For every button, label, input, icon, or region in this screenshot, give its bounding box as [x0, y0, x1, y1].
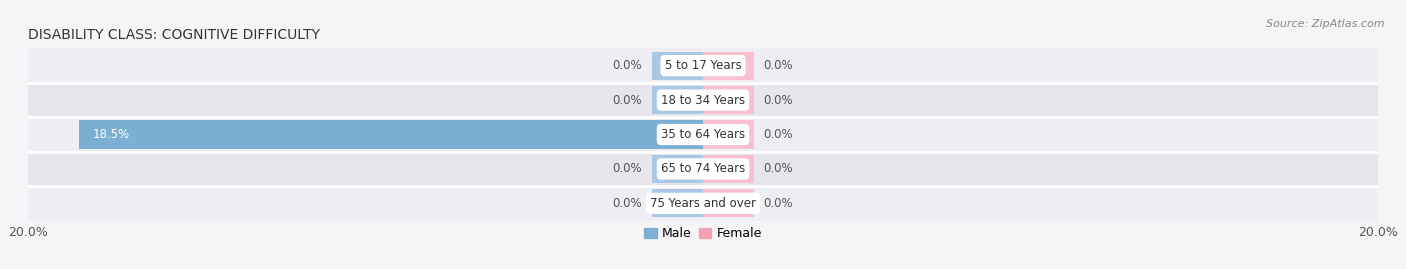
- Text: 18 to 34 Years: 18 to 34 Years: [661, 94, 745, 107]
- Bar: [652, 86, 703, 114]
- Bar: [703, 86, 754, 114]
- Text: 0.0%: 0.0%: [613, 59, 643, 72]
- Bar: [28, 83, 1378, 117]
- Bar: [652, 155, 703, 183]
- Text: 0.0%: 0.0%: [763, 128, 793, 141]
- Text: Source: ZipAtlas.com: Source: ZipAtlas.com: [1267, 19, 1385, 29]
- Text: 65 to 74 Years: 65 to 74 Years: [661, 162, 745, 175]
- Text: 0.0%: 0.0%: [763, 59, 793, 72]
- Bar: [79, 121, 703, 148]
- Bar: [28, 117, 1378, 152]
- Legend: Male, Female: Male, Female: [640, 222, 766, 245]
- Bar: [703, 121, 754, 148]
- Bar: [703, 155, 754, 183]
- Text: 18.5%: 18.5%: [93, 128, 129, 141]
- Bar: [652, 189, 703, 217]
- Bar: [703, 189, 754, 217]
- Text: 0.0%: 0.0%: [763, 197, 793, 210]
- Text: 0.0%: 0.0%: [613, 197, 643, 210]
- Text: 0.0%: 0.0%: [763, 162, 793, 175]
- Text: DISABILITY CLASS: COGNITIVE DIFFICULTY: DISABILITY CLASS: COGNITIVE DIFFICULTY: [28, 28, 321, 42]
- Text: 5 to 17 Years: 5 to 17 Years: [665, 59, 741, 72]
- Text: 75 Years and over: 75 Years and over: [650, 197, 756, 210]
- Text: 35 to 64 Years: 35 to 64 Years: [661, 128, 745, 141]
- Text: 0.0%: 0.0%: [613, 162, 643, 175]
- Text: 0.0%: 0.0%: [763, 94, 793, 107]
- Bar: [28, 186, 1378, 221]
- Bar: [28, 48, 1378, 83]
- Bar: [652, 52, 703, 80]
- Text: 0.0%: 0.0%: [613, 94, 643, 107]
- Bar: [703, 52, 754, 80]
- Bar: [28, 152, 1378, 186]
